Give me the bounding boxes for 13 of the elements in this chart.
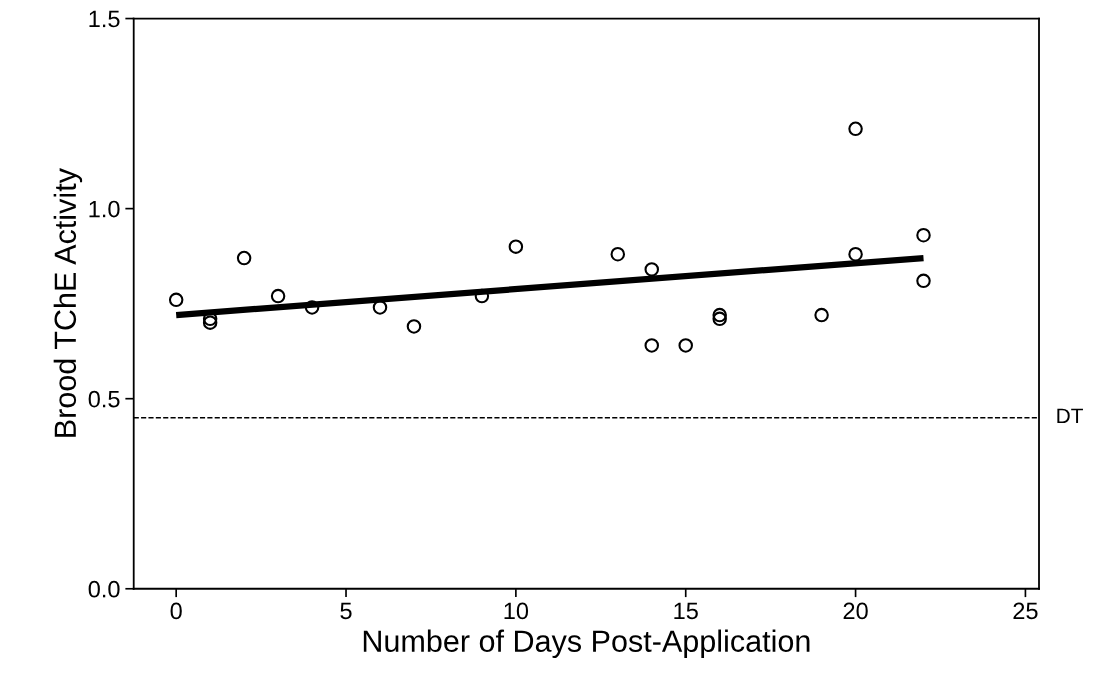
y-tick-label: 1.5 xyxy=(89,10,120,28)
x-axis-title: Number of Days Post-Application xyxy=(363,629,810,658)
ref-line-label: DT xyxy=(1057,408,1083,424)
x-tick-label: 10 xyxy=(504,602,529,620)
x-tick-label: 0 xyxy=(170,602,182,620)
x-tick-label: 5 xyxy=(340,602,352,620)
x-tick-label: 25 xyxy=(1013,602,1038,620)
y-tick-label: 1.0 xyxy=(89,200,120,218)
y-tick-label: 0.0 xyxy=(88,580,120,598)
x-tick-label: 20 xyxy=(843,602,868,620)
y-tick-label: 0.5 xyxy=(88,390,120,408)
x-tick-label: 15 xyxy=(674,602,698,620)
y-axis-title: Brood TChE Activity xyxy=(53,168,83,437)
